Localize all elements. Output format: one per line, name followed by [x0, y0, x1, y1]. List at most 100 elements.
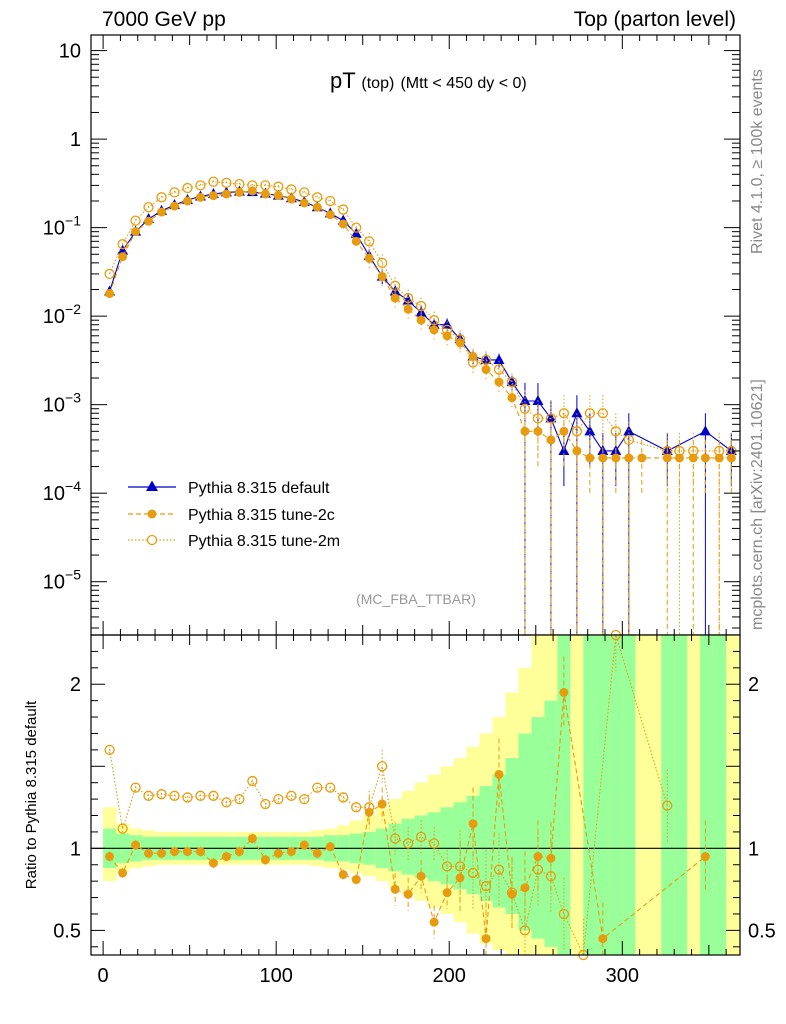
ratio-marker-tune-2m — [143, 790, 154, 801]
main-plot-area — [104, 176, 737, 635]
legend-marker-default — [146, 480, 158, 491]
ratio-marker-tune-2c — [533, 852, 543, 862]
marker-tune-2m — [571, 426, 583, 437]
ratio-marker-tune-2c — [455, 873, 465, 883]
y-tick-label: 10−5 — [43, 567, 81, 594]
ratio-marker-tune-2c — [170, 847, 180, 857]
ratio-marker-tune-2m — [377, 761, 388, 772]
ratio-marker-tune-2c — [429, 917, 439, 927]
marker-tune-2c — [157, 207, 167, 217]
marker-tune-2m — [260, 180, 271, 191]
marker-tune-2c — [611, 453, 621, 463]
marker-tune-2c — [131, 227, 141, 237]
marker-tune-2m — [662, 445, 673, 457]
marker-tune-2m — [480, 354, 492, 366]
marker-tune-2m — [312, 192, 323, 203]
ratio-marker-tune-2c — [325, 842, 335, 852]
ratio-marker-tune-2c — [286, 847, 296, 857]
ratio-marker-tune-2m — [130, 782, 141, 793]
marker-tune-2m — [623, 434, 634, 446]
green-band — [609, 635, 623, 955]
green-band — [583, 635, 597, 955]
ratio-marker-tune-2c — [390, 884, 400, 894]
ratio-marker-tune-2m — [558, 908, 570, 920]
marker-tune-2c — [637, 453, 647, 463]
marker-tune-2c — [234, 187, 244, 197]
marker-default — [699, 425, 711, 436]
x-tick-label: 0 — [98, 965, 109, 987]
y-tick-label: 10 — [59, 41, 81, 63]
marker-tune-2m — [325, 195, 336, 207]
ratio-plot-area — [104, 629, 710, 961]
ratio-marker-tune-2m — [247, 775, 258, 787]
yellow-band — [648, 635, 662, 955]
ratio-marker-tune-2m — [441, 861, 453, 872]
marker-tune-2m — [584, 408, 596, 419]
green-band — [505, 758, 519, 914]
legend-label-default: Pythia 8.315 default — [188, 480, 330, 497]
marker-tune-2c — [364, 253, 374, 263]
ratio-marker-tune-2m — [195, 790, 206, 801]
ratio-marker-tune-2m — [273, 793, 284, 805]
marker-tune-2m — [234, 178, 245, 190]
marker-tune-2m — [428, 315, 440, 326]
green-band — [427, 812, 442, 882]
ratio-marker-tune-2m — [156, 789, 167, 800]
ratio-frame — [90, 634, 741, 956]
marker-tune-2c — [455, 338, 465, 348]
marker-tune-2c — [520, 426, 530, 436]
marker-tune-2m — [299, 187, 310, 198]
marker-tune-2m — [208, 176, 219, 187]
marker-tune-2m — [169, 187, 180, 198]
marker-tune-2m — [156, 192, 167, 203]
yellow-band — [687, 635, 701, 955]
ratio-marker-tune-2m — [234, 793, 245, 805]
watermark: (MC_FBA_TTBAR) — [356, 591, 476, 607]
ratio-marker-tune-2m — [415, 831, 427, 842]
marker-tune-2c — [221, 189, 231, 199]
marker-tune-2c — [416, 315, 426, 325]
marker-default — [350, 227, 362, 238]
green-band — [674, 635, 688, 955]
marker-tune-2m — [104, 268, 115, 280]
ratio-marker-tune-2m — [221, 797, 232, 808]
plot-title-sub: (top) — [361, 75, 394, 92]
plot-title-cond: (Mtt < 450 dy < 0) — [400, 75, 526, 92]
marker-tune-2c — [598, 453, 608, 463]
ratio-marker-tune-2c — [559, 687, 569, 697]
ratio-marker-tune-2c — [182, 847, 192, 857]
ratio-marker-tune-2m — [169, 790, 180, 801]
marker-tune-2m — [273, 181, 284, 192]
ratio-marker-tune-2c — [520, 883, 530, 893]
legend-marker-tune-2c — [147, 509, 157, 519]
plot-title-main: pT — [330, 68, 355, 93]
green-band — [713, 635, 727, 955]
ratio-marker-tune-2m — [312, 782, 323, 793]
marker-tune-2c — [390, 293, 400, 303]
ratio-y-tick-label: 1 — [70, 838, 81, 860]
x-tick-label: 300 — [606, 965, 639, 987]
header-left: 7000 GeV pp — [102, 8, 226, 31]
marker-tune-2m — [506, 376, 518, 388]
ratio-y-tick-label-right: 1 — [748, 838, 759, 860]
y-tick-label: 10−3 — [43, 390, 81, 417]
marker-tune-2c — [286, 194, 296, 204]
ratio-marker-tune-2c — [481, 934, 491, 944]
marker-tune-2m — [338, 204, 349, 215]
marker-tune-2m — [117, 239, 128, 250]
marker-default — [532, 395, 544, 406]
ratio-marker-tune-2c — [118, 868, 128, 878]
marker-tune-2c — [105, 289, 115, 299]
marker-default — [571, 407, 583, 418]
marker-tune-2c — [403, 304, 413, 314]
ratio-ylabel: Ratio to Pythia 8.315 default — [23, 700, 40, 889]
green-band — [531, 717, 545, 939]
yellow-band — [570, 635, 584, 955]
rivet-label: Rivet 4.1.0, ≥ 100k events — [749, 69, 766, 254]
marker-tune-2m — [143, 202, 154, 213]
ratio-marker-tune-2c — [234, 847, 244, 857]
marker-tune-2m — [519, 403, 531, 414]
y-tick-label: 10−2 — [43, 301, 81, 328]
ratio-marker-tune-2m — [299, 793, 310, 805]
